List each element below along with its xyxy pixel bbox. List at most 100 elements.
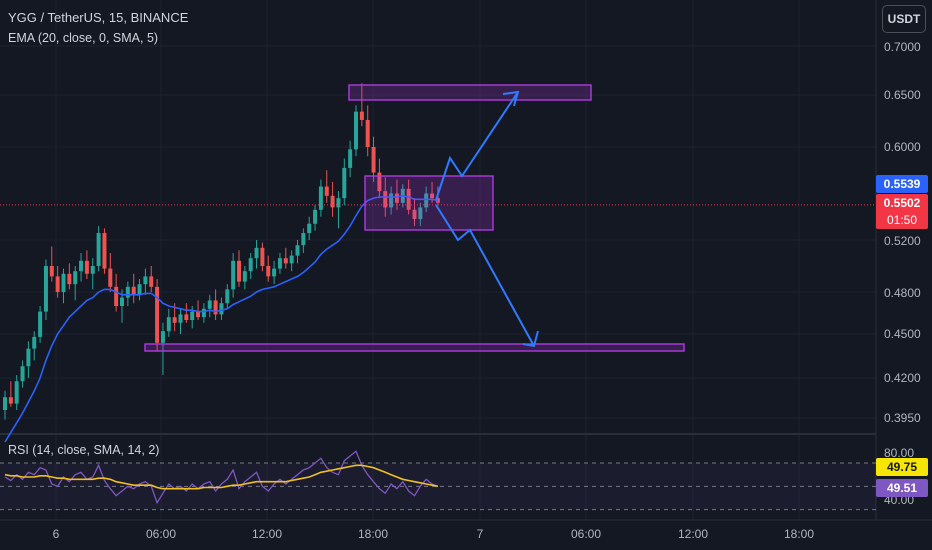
countdown-tag: 01:50 <box>876 211 928 229</box>
candle-body <box>406 188 411 210</box>
support-box <box>144 343 685 352</box>
candle-body <box>125 286 130 298</box>
candle-body <box>102 233 107 269</box>
price-tick: 0.5200 <box>884 234 921 248</box>
last-price-tag: 0.5502 <box>876 194 928 212</box>
candles <box>3 83 440 420</box>
candle-body <box>348 149 353 168</box>
candle-body <box>377 172 382 192</box>
time-tick: 12:00 <box>677 527 709 541</box>
candle-body <box>277 258 282 269</box>
candle-body <box>242 271 247 282</box>
time-tick: 12:00 <box>251 527 283 541</box>
candle-body <box>307 223 312 234</box>
rsi-indicator-label[interactable]: RSI (14, close, SMA, 14, 2) <box>8 443 160 457</box>
drawings <box>144 84 685 352</box>
candle-body <box>231 260 236 290</box>
bearish-arrow-path <box>435 204 535 347</box>
candle-body <box>213 300 218 315</box>
rsi-ma-value-tag: 49.51 <box>876 479 928 497</box>
candle-body <box>149 276 154 287</box>
candle-body <box>225 289 230 304</box>
candle-body <box>342 167 347 199</box>
consolidation-box <box>364 175 494 231</box>
candle-body <box>248 258 253 272</box>
candle-body <box>266 266 271 277</box>
candle-body <box>3 397 7 410</box>
candle-body <box>160 331 165 343</box>
candle-body <box>371 147 376 173</box>
candle-body <box>201 308 206 318</box>
candle-body <box>38 311 43 337</box>
candle-body <box>295 245 300 256</box>
price-tick: 0.7000 <box>884 40 921 54</box>
candle-body <box>131 286 136 295</box>
grid <box>0 0 876 520</box>
candle-body <box>67 273 72 285</box>
ema-indicator-label[interactable]: EMA (20, close, 0, SMA, 5) <box>8 31 159 45</box>
candle-body <box>190 311 195 320</box>
bullish-arrowhead <box>502 90 520 107</box>
candle-body <box>184 314 189 320</box>
candle-body <box>155 286 160 343</box>
candle-body <box>359 111 364 120</box>
candle-body <box>207 300 212 309</box>
resistance-box <box>348 84 592 101</box>
candle-body <box>272 268 277 277</box>
bearish-arrowhead <box>522 330 539 348</box>
rsi-pane <box>0 450 876 511</box>
candle-body <box>96 233 101 266</box>
price-tick: 0.4200 <box>884 371 921 385</box>
candle-body <box>137 284 142 295</box>
candle-body <box>394 193 399 203</box>
rsi-ma-line <box>4 464 439 490</box>
time-tick: 06:00 <box>570 527 602 541</box>
candle-body <box>14 381 19 404</box>
price-tick: 0.4800 <box>884 286 921 300</box>
candle-body <box>55 276 60 292</box>
price-tick: 0.6000 <box>884 140 921 154</box>
time-tick: 7 <box>476 527 484 541</box>
candle-body <box>289 255 294 264</box>
candle-body <box>84 260 89 274</box>
pane-separator <box>0 0 932 521</box>
candle-body <box>301 233 306 246</box>
time-tick: 18:00 <box>783 527 815 541</box>
price-tick: 0.3950 <box>884 411 921 425</box>
candle-body <box>254 247 259 259</box>
candle-body <box>330 195 335 208</box>
candle-body <box>430 193 435 199</box>
candle-body <box>354 111 358 150</box>
candle-body <box>313 209 318 224</box>
candle-body <box>412 209 417 220</box>
candle-body <box>90 266 95 274</box>
candle-body <box>26 348 31 367</box>
candle-body <box>260 247 265 266</box>
rsi-line <box>4 450 439 505</box>
rsi-axis-tick: 80.00 <box>884 446 915 460</box>
candle-body <box>143 276 148 285</box>
candle-body <box>318 186 323 210</box>
candle-body <box>61 273 66 292</box>
candle-body <box>166 317 171 332</box>
ema-price-tag: 0.5539 <box>876 175 928 193</box>
candle-body <box>178 314 183 323</box>
currency-button[interactable]: USDT <box>882 5 926 33</box>
candle-body <box>49 266 54 277</box>
rsi-value-tag: 49.75 <box>876 458 928 476</box>
candle-body <box>20 366 25 382</box>
candle-body <box>237 260 241 282</box>
candle-body <box>383 191 388 208</box>
time-tick: 18:00 <box>357 527 389 541</box>
candle-body <box>108 268 113 287</box>
candle-body <box>283 258 288 264</box>
candle-body <box>324 186 329 196</box>
candle-body <box>389 193 394 208</box>
price-tick: 0.4500 <box>884 327 921 341</box>
candle-body <box>424 193 429 208</box>
symbol-title[interactable]: YGG / TetherUS, 15, BINANCE <box>8 10 189 25</box>
candle-body <box>196 311 201 318</box>
candle-body <box>73 271 78 285</box>
